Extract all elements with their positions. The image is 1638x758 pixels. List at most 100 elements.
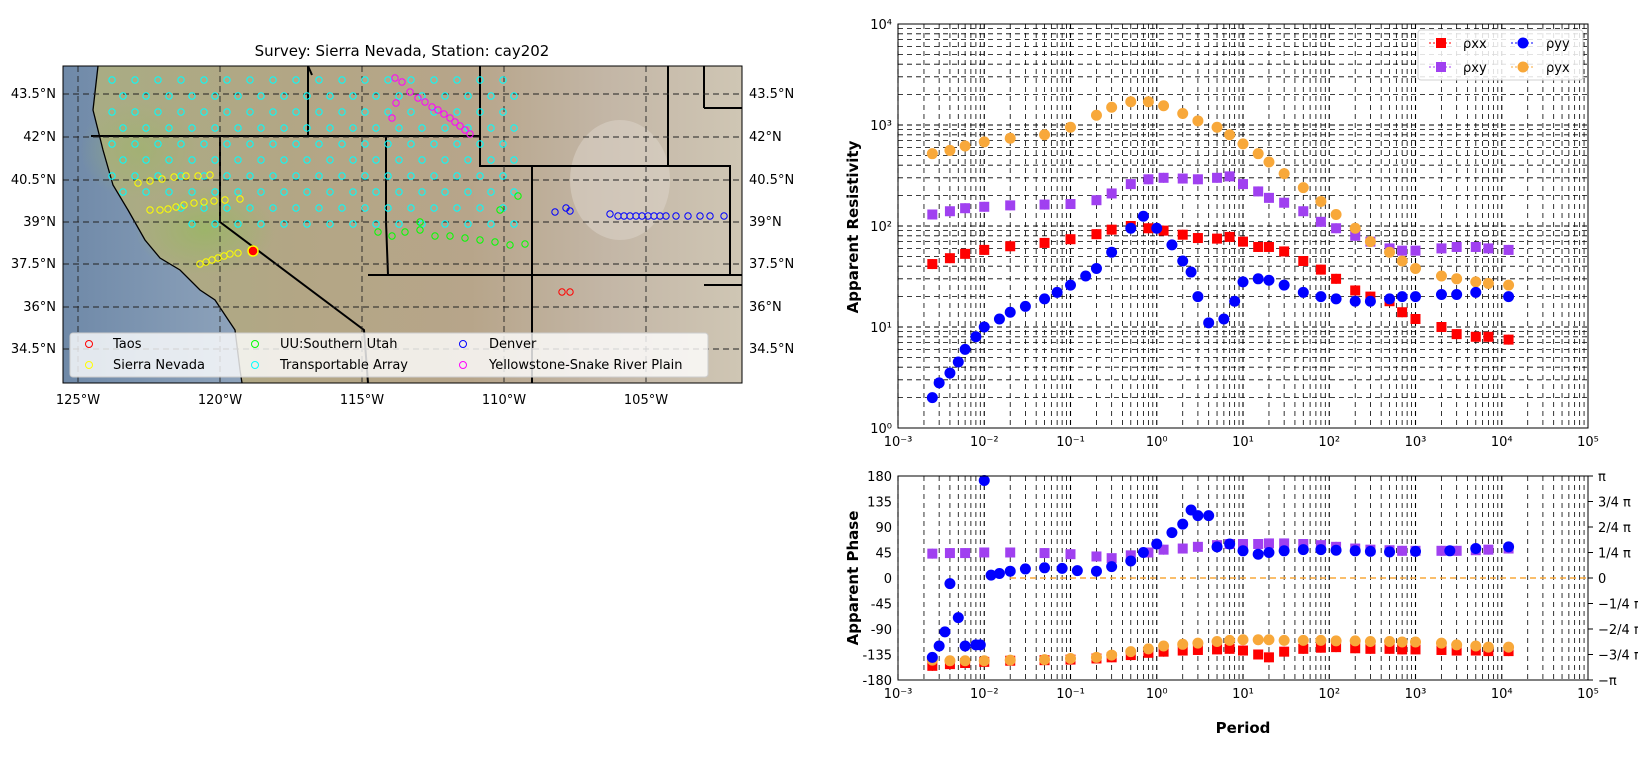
station-marker: [398, 78, 406, 86]
x-tick-label: 10⁻³: [884, 435, 913, 450]
station-marker: [211, 220, 219, 228]
legend-item-southern-utah: UU:Southern Utah: [251, 337, 398, 352]
data-point: [927, 209, 938, 220]
data-point: [1238, 645, 1248, 656]
station-marker: [384, 204, 392, 212]
data-point: [1331, 273, 1342, 284]
legend-circle-marker: [1517, 61, 1529, 73]
station-marker: [338, 172, 346, 180]
station-marker: [461, 126, 469, 134]
x-tick-label: 10³: [1405, 435, 1427, 450]
lon-tick-label: 105°W: [624, 393, 668, 408]
data-point: [1211, 635, 1223, 647]
data-point: [1364, 635, 1376, 647]
station-marker: [662, 212, 670, 220]
station-marker: [566, 207, 574, 215]
legend-label: UU:Southern Utah: [280, 337, 398, 352]
data-point: [952, 612, 964, 624]
station-marker: [269, 140, 277, 148]
data-point: [933, 640, 945, 652]
station-marker: [269, 172, 277, 180]
data-point: [1365, 643, 1376, 654]
data-point: [1503, 279, 1515, 291]
x-tick-label: 10²: [1318, 687, 1340, 702]
data-point: [1435, 288, 1447, 300]
station-marker: [119, 92, 127, 100]
y-tick-label: -90: [871, 623, 892, 638]
data-point: [1279, 538, 1290, 549]
data-point: [978, 475, 990, 487]
lat-tick-label: 34.5°N: [11, 342, 56, 357]
data-point: [1350, 285, 1361, 296]
data-point: [993, 313, 1005, 325]
data-point: [1237, 276, 1249, 288]
data-point: [1238, 539, 1248, 549]
data-point: [1252, 548, 1264, 560]
data-point: [1151, 222, 1163, 234]
station-marker: [119, 188, 127, 196]
data-point: [1397, 644, 1408, 655]
data-point: [939, 626, 951, 638]
station-marker: [206, 171, 214, 179]
station-marker: [551, 208, 559, 216]
data-point: [979, 547, 990, 558]
data-point: [1004, 132, 1016, 144]
data-point: [1065, 652, 1076, 664]
station-marker: [223, 172, 231, 180]
data-point: [1106, 561, 1118, 573]
data-point: [1263, 274, 1275, 286]
station-marker: [234, 124, 242, 132]
data-point: [1125, 550, 1136, 561]
station-marker: [142, 156, 150, 164]
legend-item-rho-yx: ρyx: [1511, 61, 1570, 76]
legend-marker: [459, 340, 467, 348]
station-marker: [407, 140, 415, 148]
station-marker: [395, 156, 403, 164]
station-marker: [441, 92, 449, 100]
station-marker: [246, 172, 254, 180]
legend-label: Transportable Array: [279, 358, 408, 373]
data-point: [1263, 241, 1274, 252]
station-marker: [510, 156, 518, 164]
station-marker: [384, 172, 392, 180]
legend-marker: [251, 361, 259, 369]
right-tick-label: −π: [1598, 674, 1617, 689]
station-marker: [303, 156, 311, 164]
phase-y-ticks: 180 135 90 45 0 -45 -90 -135 -180: [862, 470, 892, 689]
station-marker: [223, 108, 231, 116]
data-point: [1192, 174, 1203, 185]
station-marker: [407, 76, 415, 84]
station-marker: [257, 220, 265, 228]
right-tick-label: −3/4 π: [1598, 649, 1638, 664]
station-marker: [326, 156, 334, 164]
data-point: [1263, 652, 1274, 663]
station-marker: [146, 206, 154, 214]
station-marker: [154, 108, 162, 116]
data-point: [1436, 644, 1447, 655]
data-point: [1503, 334, 1514, 345]
data-point: [1384, 293, 1396, 305]
data-point: [1090, 565, 1102, 577]
data-point: [1166, 527, 1178, 539]
data-point: [959, 655, 971, 667]
station-marker: [499, 172, 507, 180]
data-point: [1451, 241, 1462, 252]
data-point: [978, 136, 990, 148]
x-tick-label: 10⁻²: [970, 435, 999, 450]
data-point: [1503, 541, 1515, 553]
station-marker: [510, 92, 518, 100]
station-marker: [134, 179, 142, 187]
station-marker: [303, 220, 311, 228]
data-point: [970, 331, 982, 343]
data-point: [1137, 547, 1149, 558]
data-point: [1158, 225, 1169, 236]
station-marker: [720, 212, 728, 220]
station-marker: [165, 92, 173, 100]
data-point: [1298, 256, 1309, 267]
station-marker: [292, 204, 300, 212]
data-point: [1158, 640, 1170, 652]
station-marker: [210, 197, 218, 205]
station-marker: [388, 114, 396, 122]
station-marker: [246, 140, 254, 148]
